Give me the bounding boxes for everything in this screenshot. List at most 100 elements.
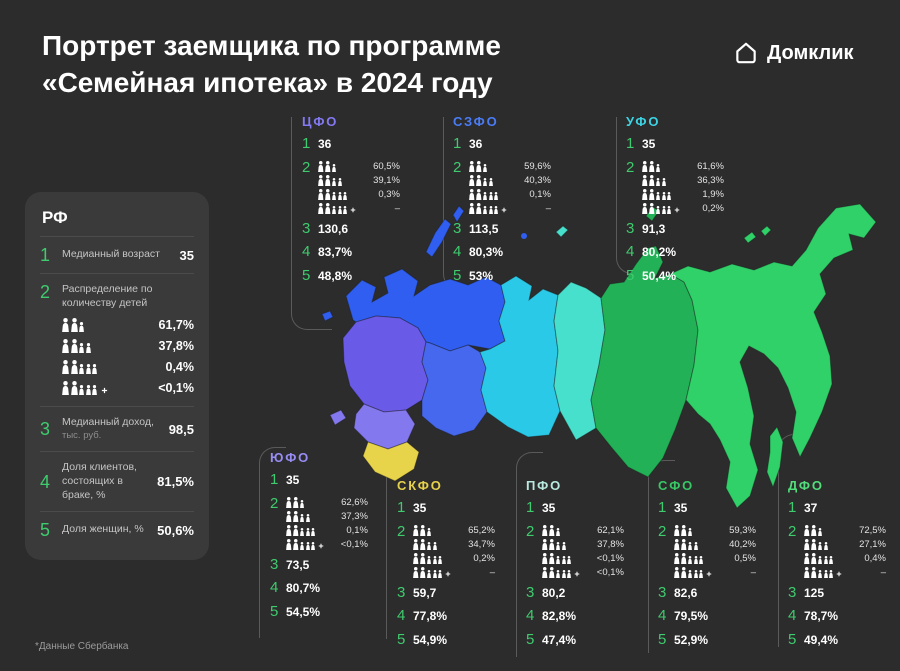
family-percent: 60,5% [373, 160, 400, 172]
family-icon-2-children [674, 539, 698, 550]
married-value: 82,8% [542, 609, 577, 624]
stat-number: 3 [397, 583, 406, 601]
family-percent: 59,3% [729, 524, 756, 536]
family-percent: 0,2% [473, 552, 495, 564]
family-icon-2-children [286, 511, 310, 522]
age-value: 37 [804, 501, 818, 516]
family-percent: <0,1% [596, 552, 624, 564]
family-distribution-row: 0,4% [62, 360, 195, 375]
income-value: 59,7 [413, 585, 437, 600]
family-icon-3plus-children [804, 567, 842, 578]
stat-number: 4 [302, 243, 311, 260]
age-value: 35 [642, 137, 656, 152]
family-percent: 61,6% [697, 160, 724, 172]
family-percent: 0,3% [378, 188, 400, 200]
stat-number: 2 [40, 282, 51, 302]
married-value: 80,7% [286, 581, 321, 596]
family-percent: 0,4% [165, 360, 195, 375]
domclick-house-icon [736, 42, 756, 64]
married-value: 78,7% [804, 609, 839, 624]
brand-name: Домклик [767, 41, 854, 64]
page-title: Портрет заемщика по программе «Семейная … [42, 28, 501, 102]
stat-number: 1 [788, 499, 797, 516]
stat-number: 3 [453, 219, 462, 237]
age-value: 36 [469, 137, 483, 152]
region-block-sfo: СФО 1 35 2 59,3% 40,2% 0,5% – 3 82,6 4 79,5… [658, 478, 778, 648]
stat-number: 4 [526, 607, 535, 624]
family-icon-3plus-children [62, 381, 108, 395]
map-island-novaya-zemlya-north [452, 205, 465, 223]
family-icon-1-child [62, 318, 84, 332]
family-percent: 61,7% [158, 318, 194, 333]
family-percent: 0,5% [734, 552, 756, 564]
family-percent: 0,1% [529, 188, 551, 200]
women-value: 50,4% [642, 268, 677, 283]
age-value: 35 [413, 501, 427, 516]
women-value: 54,9% [413, 632, 448, 647]
leader-line-yufo [259, 447, 286, 638]
family-icon-3-children [318, 189, 347, 200]
rf-age-row: 1 Медианный возраст 35 [40, 236, 194, 273]
stat-number: 1 [526, 499, 535, 516]
region-block-pfo: ПФО 1 35 2 62,1% 37,8% <0,1% <0,1% 3 80,2 … [526, 478, 646, 648]
rf-panel: РФ 1 Медианный возраст 35 2 Распределени… [25, 192, 209, 561]
map-region-pfo [421, 341, 488, 437]
family-icon-3plus-children [542, 567, 580, 578]
stat-number: 2 [788, 522, 797, 540]
region-name: ЦФО [302, 114, 339, 129]
age-value: 35 [542, 501, 556, 516]
map-island-new-siberian [743, 231, 757, 244]
map-island-arctic [521, 233, 527, 239]
income-value: 113,5 [469, 221, 499, 236]
family-icon-1-child [674, 525, 692, 536]
age-value: 35 [674, 501, 688, 516]
family-percent: 72,5% [859, 524, 886, 536]
rf-children-label: Распределение по количеству детей [62, 283, 153, 309]
leader-line-sfo [648, 460, 675, 653]
family-icon-3-children [542, 553, 571, 564]
stat-number: 2 [526, 522, 535, 540]
family-icon-2-children [469, 175, 493, 186]
women-value: 52,9% [674, 632, 709, 647]
family-percent: 62,6% [341, 496, 368, 508]
stat-number: 3 [658, 583, 667, 601]
family-icon-2-children [542, 539, 566, 550]
rf-age-value: 35 [179, 247, 194, 263]
married-value: 83,7% [318, 245, 353, 260]
family-percent: 40,2% [729, 538, 756, 550]
map-region-kaliningrad [321, 310, 334, 322]
rf-children-row: 2 Распределение по количеству детей 61,7… [40, 273, 194, 406]
stat-number: 2 [302, 158, 311, 176]
family-percent: <0,1% [158, 381, 194, 396]
region-name: УФО [626, 114, 661, 129]
stat-number: 5 [397, 630, 406, 648]
family-percent: 36,3% [697, 174, 724, 186]
stat-number: 4 [397, 607, 406, 624]
family-icon-3plus-children [413, 567, 451, 578]
map-region-skfo [362, 441, 420, 482]
women-value: 54,5% [286, 604, 321, 619]
family-icon-3-children [804, 553, 833, 564]
rf-women-row: 5 Доля женщин, % 50,6% [40, 511, 194, 548]
family-icon-2-children [62, 339, 91, 353]
stat-number: 1 [270, 471, 279, 488]
leader-line-pfo [516, 452, 543, 657]
stat-number: 3 [270, 555, 279, 573]
rf-women-value: 50,6% [157, 522, 194, 538]
rf-age-label: Медианный возраст [62, 248, 160, 261]
map-region-ufo-west [479, 275, 561, 438]
women-value: 53% [469, 268, 494, 283]
russia-map [321, 203, 877, 509]
map-island-novaya-zemlya [425, 218, 452, 258]
map-island-new-siberian-2 [760, 225, 772, 237]
region-name: ЮФО [270, 450, 311, 465]
income-value: 82,6 [674, 585, 698, 600]
family-icon-3-children [62, 360, 97, 374]
family-icon-2-children [318, 175, 342, 186]
family-percent: – [880, 566, 886, 578]
family-percent: 37,8% [158, 339, 194, 354]
family-distribution-row: <0,1% [62, 381, 194, 396]
stat-number: 4 [658, 607, 667, 624]
family-icon-1-child [469, 161, 487, 172]
